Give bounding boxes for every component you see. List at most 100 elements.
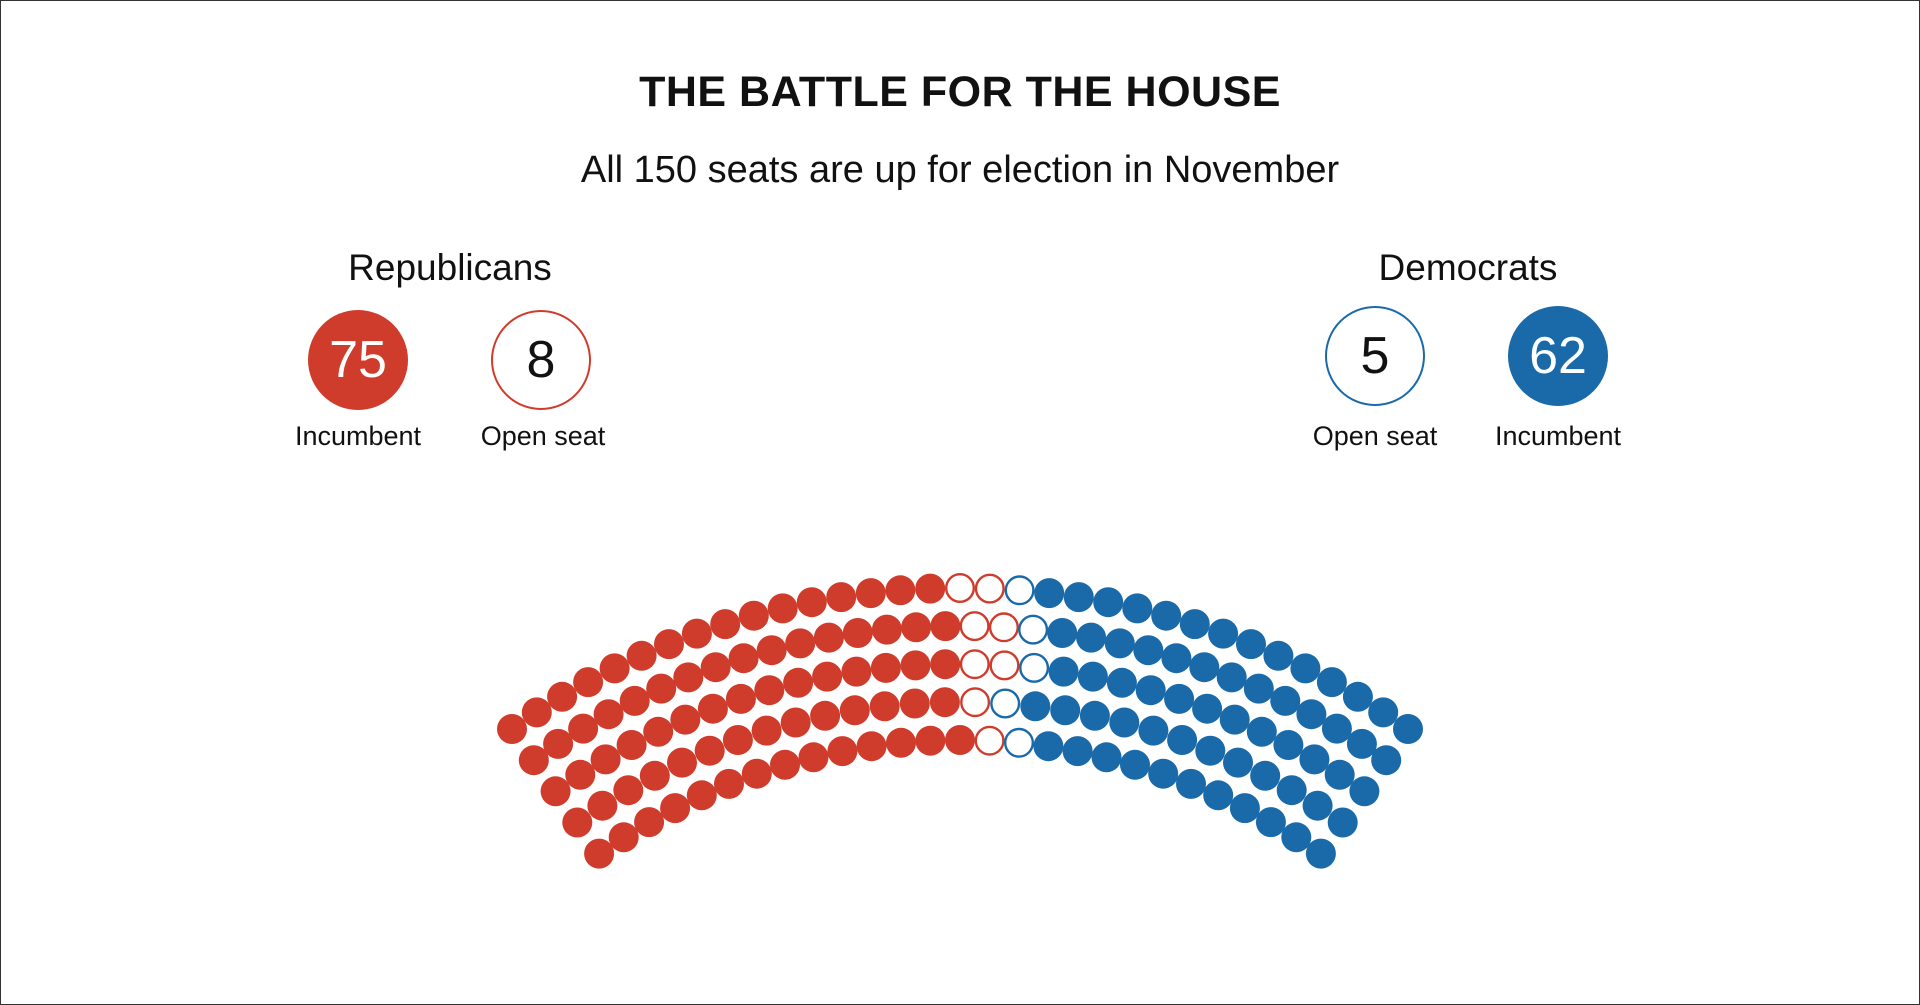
democrat-incumbent-seat-dot xyxy=(1034,578,1065,609)
democrat-incumbent-seat-dot xyxy=(1219,704,1250,735)
democrat-incumbent-count: 62 xyxy=(1508,306,1608,406)
republican-incumbent-seat-dot xyxy=(547,681,578,712)
republican-incumbent-seat-dot xyxy=(812,661,843,692)
republican-incumbent-seat-dot xyxy=(714,768,744,799)
republican-incumbent-seat-dot xyxy=(728,643,759,674)
republican-incumbent-seat-dot xyxy=(810,700,841,731)
republican-incumbent-seat-dot xyxy=(562,807,593,838)
republican-incumbent-seat-dot xyxy=(915,573,946,604)
democrat-incumbent-seat-dot xyxy=(1104,628,1135,659)
democrat-incumbent-seat-dot xyxy=(1167,725,1198,755)
republican-incumbent-seat-dot xyxy=(785,628,816,659)
republican-incumbent-seat-dot xyxy=(915,725,946,756)
democrat-incumbent-seat-dot xyxy=(1250,760,1281,791)
republican-incumbent-seat-dot xyxy=(751,715,782,746)
democrat-incumbent-seat-dot xyxy=(1321,713,1352,744)
republican-open-seat-dot xyxy=(989,650,1020,681)
republican-incumbent-seat-dot xyxy=(839,695,870,726)
democrat-incumbent-seat-dot xyxy=(1203,780,1234,811)
democrat-incumbent-seat-dot xyxy=(1050,695,1081,726)
democrat-open-seat-dot xyxy=(1018,614,1049,645)
republican-incumbent-seat-dot xyxy=(593,699,624,730)
republican-incumbent-seat-dot xyxy=(643,716,674,747)
republican-open-seat-dot xyxy=(988,612,1019,643)
democrat-open-seat-dot xyxy=(1019,652,1050,683)
republican-incumbent-seat-dot xyxy=(929,687,960,718)
democrat-incumbent-seat-dot xyxy=(1302,790,1333,821)
democrat-open-seat-dot xyxy=(990,688,1021,719)
democrat-incumbent-seat-dot xyxy=(1346,728,1377,759)
republican-incumbent-seat-dot xyxy=(842,618,873,648)
democrat-incumbent-seat-dot xyxy=(1093,587,1124,618)
democrat-incumbent-seat-dot xyxy=(1133,635,1164,666)
republican-incumbent-seat-dot xyxy=(700,652,731,683)
republican-incumbent-seat-dot xyxy=(518,745,549,776)
democrat-incumbent-seat-dot xyxy=(1189,652,1220,683)
republican-incumbent-seat-dot xyxy=(573,667,604,698)
republican-incumbent-seat-dot xyxy=(565,759,596,790)
democrat-incumbent-seat-dot xyxy=(1161,643,1192,674)
republican-incumbent-seat-dot xyxy=(497,714,527,744)
democrat-incumbent-seat-dot xyxy=(1063,582,1094,613)
democrat-open-seat-count: 5 xyxy=(1325,306,1425,406)
republican-incumbent-seat-dot xyxy=(634,807,665,838)
chart-subtitle: All 150 seats are up for election in Nov… xyxy=(580,149,1340,191)
democrat-incumbent-seat-dot xyxy=(1176,768,1206,799)
republican-incumbent-seat-dot xyxy=(871,614,902,645)
republican-open-seat-dot xyxy=(974,725,1005,756)
republican-incumbent-seat-dot xyxy=(521,697,552,728)
democrat-incumbent-seat-dot xyxy=(1255,807,1286,838)
republican-incumbent-seat-dot xyxy=(754,675,785,706)
democrat-incumbent-seat-dot xyxy=(1342,681,1373,712)
democrat-incumbent-seat-dot xyxy=(1281,822,1312,853)
republican-incumbent-seat-dot xyxy=(613,775,644,806)
democrat-incumbent-seat-dot xyxy=(1077,661,1108,692)
democrats-label: Democrats xyxy=(1378,247,1558,288)
democrat-incumbent-seat-dot xyxy=(1236,629,1266,660)
republican-incumbent-seat-dot xyxy=(756,635,787,666)
republican-incumbent-seat-dot xyxy=(870,652,901,683)
republican-incumbent-seat-dot xyxy=(667,747,697,778)
democrat-incumbent-seat-dot xyxy=(1296,699,1327,730)
democrat-incumbent-seat-dot xyxy=(1151,600,1182,631)
democrat-incumbent-seat-dot xyxy=(1223,747,1253,778)
democrat-incumbent-seat-dot xyxy=(1349,776,1380,807)
republican-incumbent-seat-dot xyxy=(826,582,857,613)
republican-incumbent-seat-dot xyxy=(568,713,599,744)
republican-incumbent-seat-dot xyxy=(710,609,741,640)
republican-incumbent-count: 75 xyxy=(308,310,408,410)
democrat-incumbent-seat-dot xyxy=(1164,683,1195,714)
republican-incumbent-seat-dot xyxy=(722,725,753,755)
democrat-incumbent-seat-dot xyxy=(1316,667,1347,698)
republican-open-seat-dot xyxy=(960,687,991,718)
republicans-label: Republicans xyxy=(348,247,552,288)
republican-incumbent-seat-dot xyxy=(885,575,916,606)
republican-incumbent-seat-dot xyxy=(639,760,670,791)
republican-open-seat-dot xyxy=(959,611,990,642)
democrat-incumbent-seat-dot xyxy=(1135,675,1166,706)
republican-open-seat-count: 8 xyxy=(491,310,591,410)
republican-incumbent-seat-dot xyxy=(741,758,772,789)
democrat-incumbent-seat-dot xyxy=(1138,715,1169,746)
democrat-incumbent-seat-dot xyxy=(1324,759,1355,790)
republican-incumbent-seat-dot xyxy=(587,790,618,821)
republican-incumbent-seat-dot xyxy=(738,600,769,631)
republican-incumbent-seat-dot xyxy=(619,685,650,716)
democrat-open-seat-caption: Open seat xyxy=(1312,421,1438,451)
republican-incumbent-seat-dot xyxy=(930,649,961,680)
democrat-incumbent-seat-dot xyxy=(1276,775,1307,806)
democrat-incumbent-seat-dot xyxy=(1192,693,1223,724)
republican-incumbent-seat-dot xyxy=(599,653,630,684)
democrat-open-seat-dot xyxy=(1004,575,1035,606)
republican-incumbent-seat-dot xyxy=(796,587,827,618)
democrat-incumbent-seat-dot xyxy=(1195,735,1226,766)
republican-incumbent-seat-dot xyxy=(616,730,647,760)
republican-open-seat-dot xyxy=(974,573,1005,604)
democrat-incumbent-seat-dot xyxy=(1229,793,1260,824)
democrat-incumbent-seat-dot xyxy=(1208,618,1239,649)
republican-incumbent-seat-dot xyxy=(945,725,975,755)
republican-incumbent-seat-dot xyxy=(670,704,701,735)
republican-incumbent-seat-dot xyxy=(856,731,887,762)
